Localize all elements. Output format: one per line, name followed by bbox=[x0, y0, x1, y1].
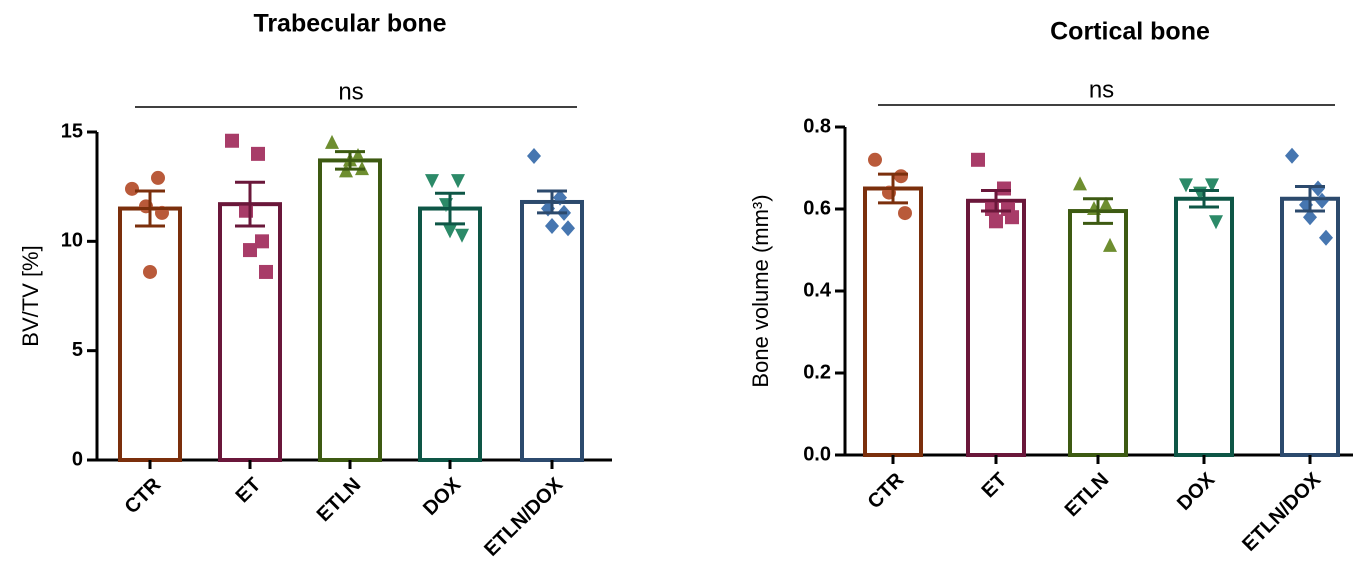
data-point bbox=[1005, 210, 1019, 225]
y-tick-label: 5 bbox=[72, 339, 83, 361]
chart-title: Cortical bone bbox=[1050, 18, 1210, 46]
data-point bbox=[989, 214, 1003, 229]
data-point bbox=[997, 181, 1011, 196]
data-point bbox=[151, 170, 165, 185]
data-point bbox=[143, 264, 157, 279]
data-point bbox=[125, 181, 139, 196]
significance-label: ns bbox=[1089, 76, 1114, 103]
bar bbox=[863, 186, 923, 457]
data-point bbox=[225, 133, 239, 148]
x-tick-label: ET bbox=[978, 469, 1012, 503]
x-tick-label: ETLN/DOX bbox=[1238, 468, 1326, 556]
x-tick-label: CTR bbox=[864, 468, 909, 513]
data-point bbox=[1209, 215, 1223, 230]
y-tick-label: 0 bbox=[72, 448, 83, 470]
data-point bbox=[251, 146, 265, 161]
bar bbox=[118, 206, 182, 462]
x-tick-label: DOX bbox=[1173, 468, 1220, 515]
y-axis-label: Bone volume (mm³) bbox=[748, 194, 773, 387]
y-tick-label: 0.8 bbox=[803, 115, 831, 137]
data-point bbox=[443, 224, 457, 239]
y-tick-label: 0.2 bbox=[803, 361, 831, 383]
x-tick-label: DOX bbox=[419, 473, 466, 520]
data-point bbox=[455, 228, 469, 243]
bar bbox=[966, 198, 1026, 457]
data-point bbox=[545, 218, 559, 235]
x-tick-label: ETLN bbox=[313, 474, 365, 526]
data-point bbox=[1319, 229, 1333, 246]
data-point bbox=[561, 220, 575, 237]
bar bbox=[520, 199, 584, 462]
bar bbox=[318, 158, 382, 462]
data-point bbox=[868, 152, 882, 167]
bar bbox=[1068, 209, 1128, 457]
data-point bbox=[425, 174, 439, 189]
data-point bbox=[1311, 180, 1325, 197]
data-point bbox=[1315, 192, 1329, 209]
data-point bbox=[351, 148, 365, 163]
y-tick-label: 0.4 bbox=[803, 279, 832, 301]
data-point bbox=[243, 243, 257, 258]
bar bbox=[1174, 196, 1234, 457]
data-point bbox=[527, 148, 541, 165]
data-point bbox=[1205, 178, 1219, 193]
data-point bbox=[1303, 209, 1317, 226]
data-point bbox=[1103, 237, 1117, 252]
x-tick-label: CTR bbox=[121, 473, 166, 518]
data-point bbox=[325, 134, 339, 149]
y-tick-label: 0.0 bbox=[803, 443, 831, 465]
data-point bbox=[1285, 147, 1299, 164]
data-point bbox=[451, 174, 465, 189]
significance-label: ns bbox=[338, 78, 363, 105]
data-point bbox=[894, 169, 908, 184]
x-tick-label: ET bbox=[232, 474, 266, 508]
data-point bbox=[1073, 176, 1087, 191]
y-tick-label: 10 bbox=[61, 230, 83, 252]
data-point bbox=[1179, 178, 1193, 193]
bar bbox=[418, 206, 482, 462]
x-tick-label: ETLN bbox=[1061, 469, 1113, 521]
y-tick-label: 15 bbox=[61, 120, 83, 142]
x-tick-label: ETLN/DOX bbox=[480, 473, 568, 561]
data-point bbox=[259, 264, 273, 279]
bar bbox=[218, 202, 282, 462]
y-axis-label: BV/TV [%] bbox=[18, 245, 43, 346]
data-point bbox=[898, 206, 912, 221]
data-point bbox=[255, 234, 269, 249]
chart-title: Trabecular bone bbox=[253, 10, 446, 38]
data-point bbox=[971, 152, 985, 167]
data-point bbox=[1099, 196, 1113, 211]
y-tick-label: 0.6 bbox=[803, 197, 831, 219]
